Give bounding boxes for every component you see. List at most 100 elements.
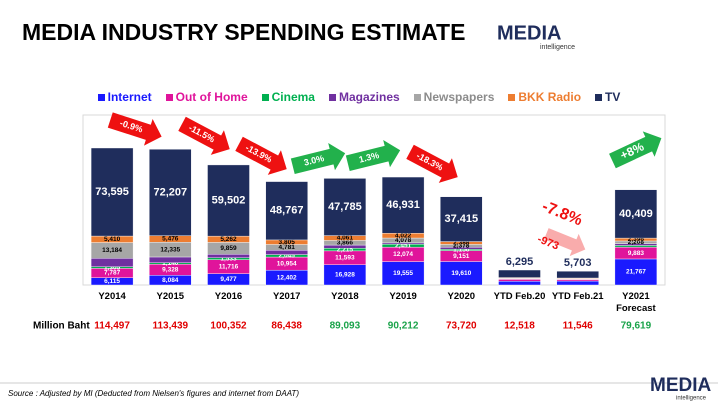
plot-frame bbox=[82, 114, 666, 286]
legend-swatch bbox=[508, 93, 516, 101]
annotation: 1.3% bbox=[345, 140, 401, 172]
data-label: 12,074 bbox=[393, 251, 413, 258]
legend-swatch bbox=[261, 93, 269, 101]
bar-segment bbox=[265, 181, 308, 241]
data-label: 47,785 bbox=[328, 201, 362, 213]
bar-segment bbox=[556, 280, 599, 286]
legend-item: Magazines bbox=[328, 90, 400, 104]
totals-title: Million Baht bbox=[33, 321, 90, 332]
bar-segment bbox=[556, 270, 599, 279]
logo-footer: MEDIA bbox=[650, 375, 712, 396]
legend-swatch bbox=[97, 93, 105, 101]
legend-label: Newspapers bbox=[423, 90, 495, 104]
data-label: 2,208 bbox=[628, 239, 645, 246]
logo: MEDIA bbox=[497, 22, 561, 44]
data-label: 9,883 bbox=[628, 250, 645, 257]
annotation: 3.0% bbox=[290, 143, 346, 175]
arrow bbox=[406, 144, 458, 183]
data-label: 4,022 bbox=[395, 232, 412, 239]
data-label: 5,262 bbox=[220, 236, 237, 243]
data-label: 2,396 bbox=[628, 236, 645, 243]
annotation-text: 1.3% bbox=[358, 150, 380, 165]
arrow bbox=[345, 140, 401, 172]
annotation: -0.9% bbox=[107, 112, 162, 146]
data-label: 12,402 bbox=[277, 274, 297, 281]
x-tick-label: Y2015 bbox=[156, 291, 185, 302]
x-tick-label: Y2020 bbox=[447, 291, 476, 302]
legend-label: Out of Home bbox=[175, 90, 248, 104]
total-label: 90,212 bbox=[388, 321, 419, 332]
legend-label: Cinema bbox=[271, 90, 315, 104]
data-label: 46,931 bbox=[386, 199, 420, 211]
data-label: 5,410 bbox=[104, 236, 121, 243]
total-label: 79,619 bbox=[621, 321, 652, 332]
bar-segment bbox=[90, 147, 134, 237]
data-label: 48,767 bbox=[270, 205, 304, 217]
data-label: 13,184 bbox=[102, 247, 122, 254]
data-label: 11,593 bbox=[335, 255, 355, 262]
data-label: 10,954 bbox=[277, 260, 297, 267]
data-label: 4,781 bbox=[279, 244, 296, 251]
arrow bbox=[609, 131, 662, 169]
arrow bbox=[235, 136, 287, 175]
data-label: 9,151 bbox=[453, 253, 470, 260]
data-label: 9,328 bbox=[162, 266, 179, 273]
total-label: 113,439 bbox=[152, 321, 188, 332]
x-tick-label: Y2017 bbox=[272, 291, 301, 302]
data-label: 21,767 bbox=[626, 269, 646, 276]
logo-footer-sub: intelligence bbox=[676, 396, 707, 402]
legend: Internet Out of Home Cinema Magazines Newspa… bbox=[0, 90, 718, 104]
data-label: 2,451 bbox=[395, 242, 412, 249]
arrow bbox=[178, 116, 230, 155]
annotation: -973 bbox=[536, 228, 586, 257]
arrow bbox=[290, 143, 346, 175]
total-label: 12,518 bbox=[504, 321, 535, 332]
data-label: 1,156 bbox=[453, 247, 470, 254]
total-label: 89,093 bbox=[330, 321, 361, 332]
bar-segment bbox=[207, 254, 250, 259]
x-tick-label: YTD Feb.20 bbox=[493, 291, 546, 302]
data-label: 19,610 bbox=[451, 270, 471, 277]
data-label: 11,716 bbox=[219, 263, 239, 270]
bar-segment bbox=[90, 258, 134, 268]
data-label: 3,866 bbox=[337, 239, 354, 246]
legend-item: Out of Home bbox=[165, 90, 248, 104]
legend-swatch bbox=[165, 93, 173, 101]
data-label: 40,409 bbox=[619, 208, 653, 220]
arrow bbox=[544, 228, 586, 257]
legend-swatch bbox=[413, 93, 421, 101]
x-tick-label: Y2021 Forecast bbox=[616, 291, 656, 314]
legend-swatch bbox=[595, 93, 603, 101]
total-label: 114,497 bbox=[94, 321, 130, 332]
bar-segment bbox=[381, 176, 425, 234]
data-label: 1,140 bbox=[162, 260, 179, 267]
bar-segment bbox=[149, 149, 192, 236]
bar-segment bbox=[556, 279, 599, 282]
legend-item: Internet bbox=[97, 90, 152, 104]
data-label: 2,378 bbox=[453, 243, 470, 250]
bar-segment bbox=[207, 164, 250, 237]
data-label: 37,415 bbox=[444, 213, 478, 225]
bar-segment bbox=[498, 269, 541, 278]
data-label: 5,476 bbox=[162, 236, 179, 243]
data-label: 9,859 bbox=[220, 245, 237, 252]
data-label: 3,805 bbox=[279, 239, 296, 246]
bar-segment bbox=[498, 281, 541, 286]
data-label: 16,928 bbox=[335, 272, 355, 279]
annotation-text: 3.0% bbox=[303, 153, 325, 168]
data-label: 59,502 bbox=[212, 194, 246, 206]
x-tick-label: Y2014 bbox=[98, 291, 126, 302]
data-label: 73,595 bbox=[95, 186, 129, 198]
bar-segment bbox=[323, 178, 367, 236]
data-label: 2,045 bbox=[279, 253, 296, 260]
legend-swatch bbox=[328, 93, 336, 101]
legend-item: Cinema bbox=[261, 90, 315, 104]
x-tick-label: Y2016 bbox=[214, 291, 243, 302]
bar-segment bbox=[498, 279, 541, 282]
source: Source : Adjusted by MI (Deducted from N… bbox=[8, 389, 299, 398]
x-tick-label: Y2018 bbox=[331, 291, 359, 302]
data-label: 4,078 bbox=[395, 237, 412, 244]
bar-segment bbox=[614, 258, 658, 286]
